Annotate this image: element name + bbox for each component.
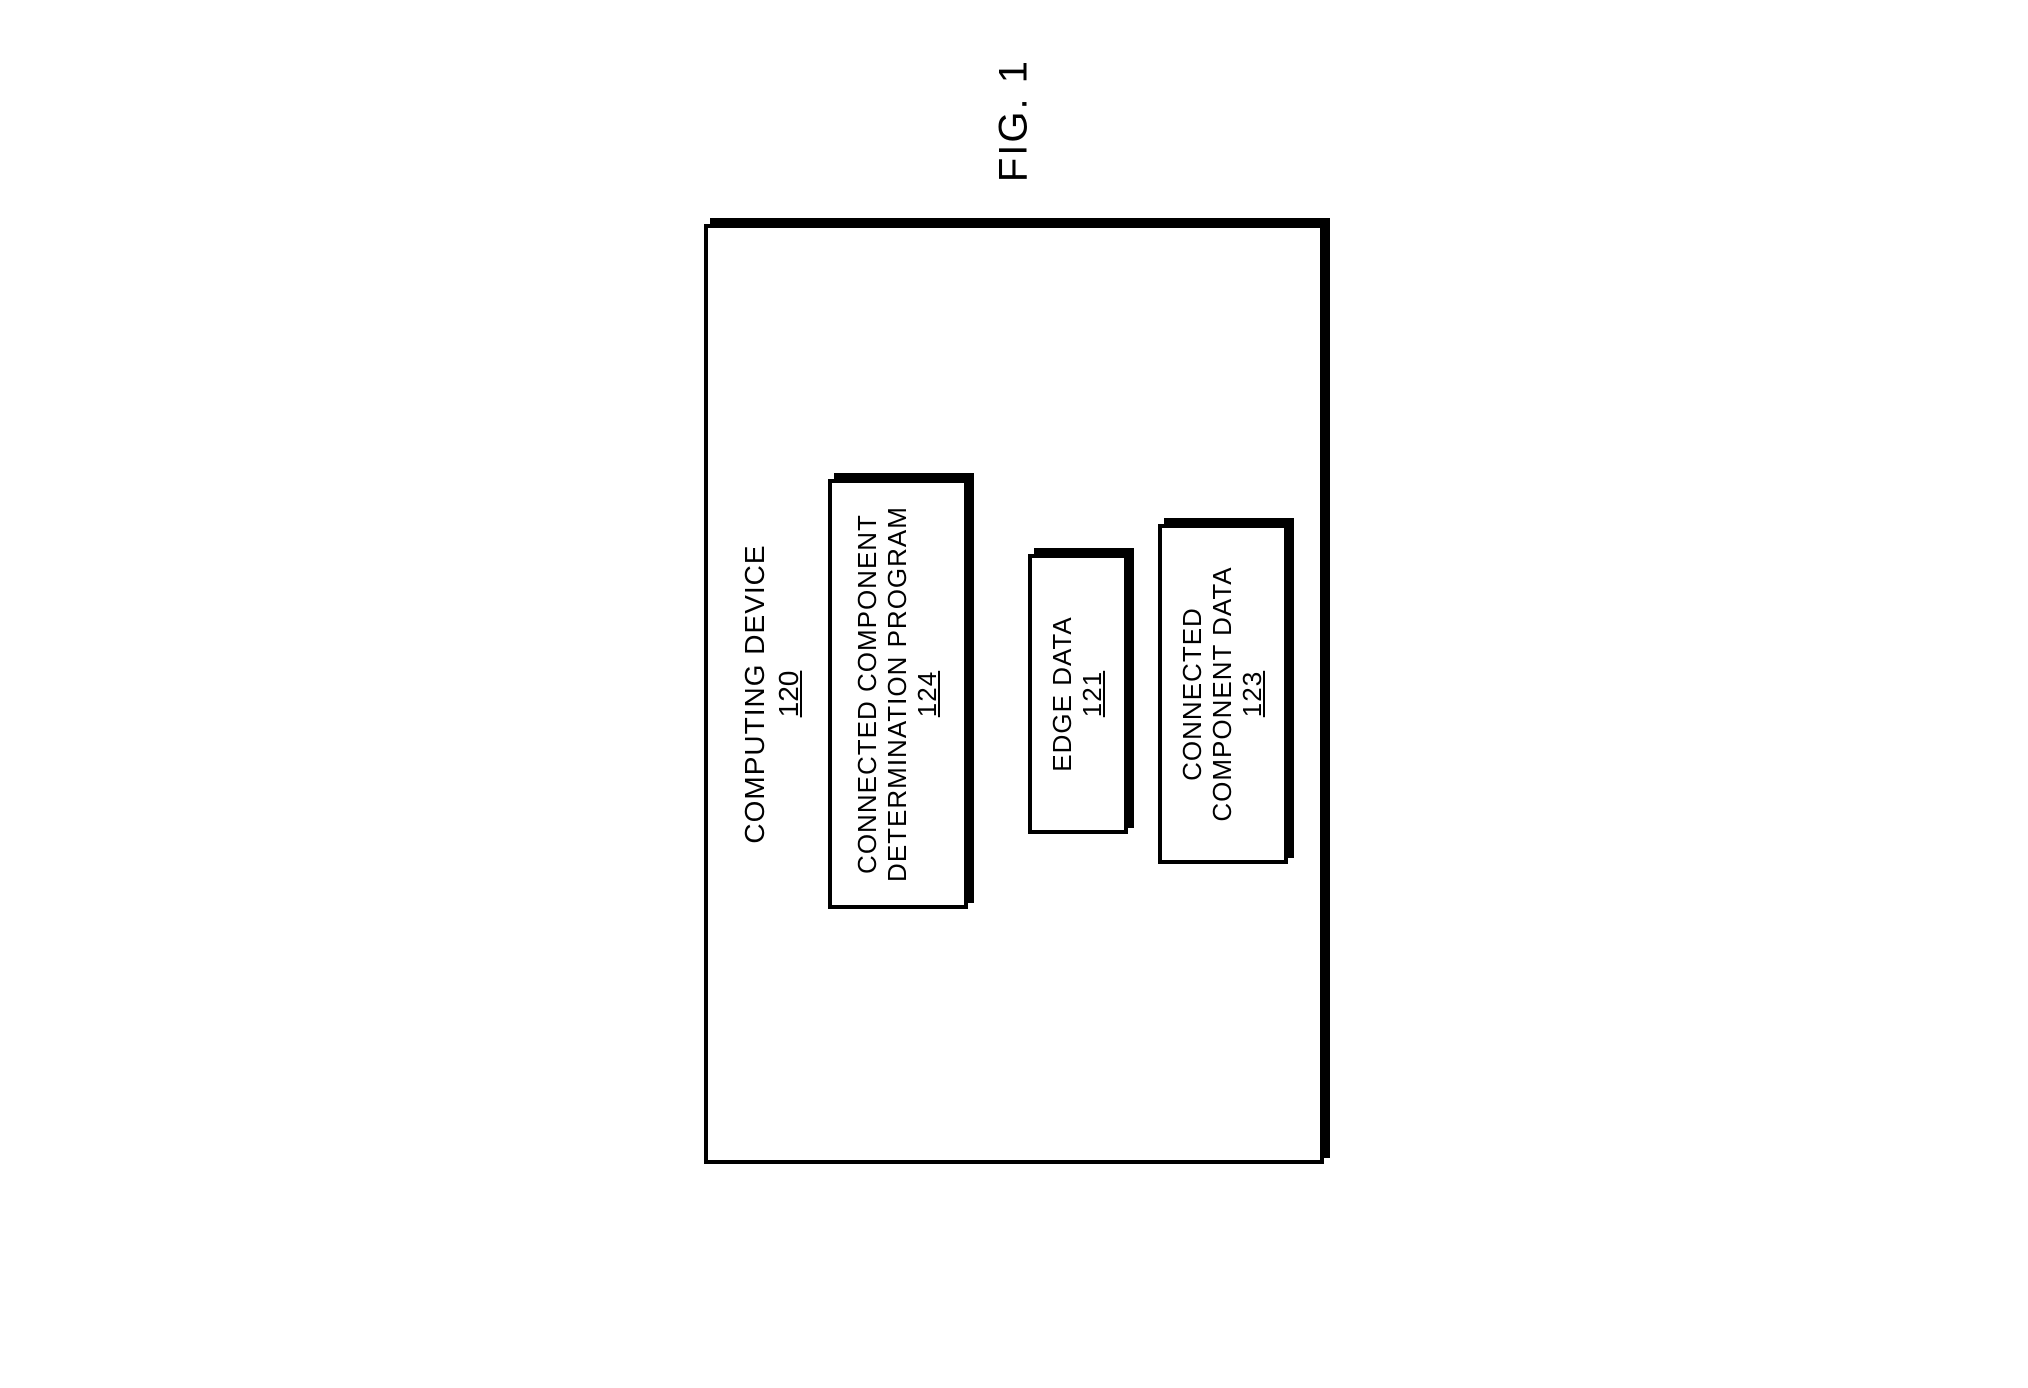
diagram-root: COMPUTING DEVICE 120 CONNECTED COMPONENT… [704, 224, 1324, 1164]
computing-device-label: COMPUTING DEVICE [739, 544, 770, 843]
edge-data-box: EDGE DATA 121 [1028, 554, 1128, 834]
component-data-label-line1: CONNECTED [1178, 607, 1208, 781]
edge-data-ref: 121 [1078, 671, 1108, 717]
program-box: CONNECTED COMPONENT DETERMINATION PROGRA… [828, 479, 968, 909]
computing-device-header: COMPUTING DEVICE 120 [738, 544, 805, 843]
computing-device-ref: 120 [772, 544, 806, 843]
component-data-ref: 123 [1238, 671, 1268, 717]
component-data-box: CONNECTED COMPONENT DATA 123 [1158, 524, 1288, 864]
program-label-line2: DETERMINATION PROGRAM [883, 506, 913, 882]
program-label-line1: CONNECTED COMPONENT [853, 514, 883, 874]
edge-data-label: EDGE DATA [1048, 616, 1078, 771]
figure-caption: FIG. 1 [992, 59, 1037, 182]
program-ref: 124 [913, 671, 943, 717]
component-data-label-line2: COMPONENT DATA [1208, 566, 1238, 821]
computing-device-box: COMPUTING DEVICE 120 CONNECTED COMPONENT… [704, 224, 1324, 1164]
